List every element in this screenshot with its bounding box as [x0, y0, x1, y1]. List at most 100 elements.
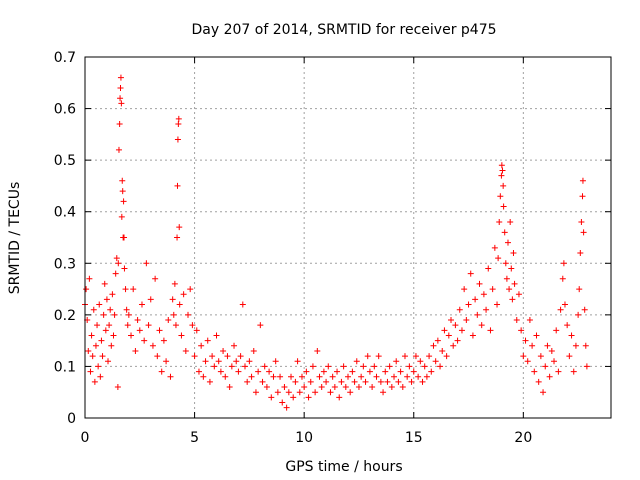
data-point [266, 368, 273, 375]
data-point [187, 286, 194, 293]
data-point [99, 353, 106, 360]
data-point [331, 384, 338, 391]
data-point [325, 363, 332, 370]
data-point [178, 332, 185, 339]
data-point [141, 337, 148, 344]
data-point [533, 332, 540, 339]
data-point [408, 378, 415, 385]
data-point [524, 358, 531, 365]
data-point [288, 373, 295, 380]
data-point [526, 317, 533, 324]
data-point [180, 291, 187, 298]
data-point [373, 373, 380, 380]
data-point [412, 353, 419, 360]
data-point [86, 275, 93, 282]
x-tick-labels: 0 5 10 15 20 [81, 430, 533, 446]
data-point [107, 306, 114, 313]
data-point [185, 311, 192, 318]
data-point [551, 358, 558, 365]
data-point [581, 306, 588, 313]
data-point [94, 322, 101, 329]
data-point [279, 399, 286, 406]
data-point [165, 317, 172, 324]
plot-frame [84, 56, 612, 419]
x-tick-label: 15 [405, 430, 423, 446]
data-point [261, 363, 268, 370]
data-point [115, 260, 122, 267]
data-point [224, 353, 231, 360]
data-point [439, 347, 446, 354]
data-point [215, 358, 222, 365]
data-point [423, 373, 430, 380]
y-tick-label: 0 [67, 411, 76, 427]
data-point [397, 368, 404, 375]
data-point [176, 224, 183, 231]
data-point [113, 255, 120, 262]
data-point [371, 363, 378, 370]
data-point [124, 322, 131, 329]
data-point [441, 327, 448, 334]
data-point [145, 322, 152, 329]
data-point [375, 353, 382, 360]
data-point [105, 358, 112, 365]
data-point [487, 327, 494, 334]
data-point [542, 363, 549, 370]
data-point [120, 198, 127, 205]
data-point [182, 347, 189, 354]
data-point [480, 291, 487, 298]
y-tick-label: 0.3 [54, 256, 76, 272]
data-point [211, 363, 218, 370]
data-point [117, 74, 124, 81]
data-point [226, 384, 233, 391]
axis-ticks [84, 56, 611, 419]
data-point [401, 353, 408, 360]
data-point [500, 182, 507, 189]
data-point [158, 368, 165, 375]
data-point [544, 342, 551, 349]
data-point [85, 347, 92, 354]
data-point [87, 368, 94, 375]
data-point [564, 322, 571, 329]
data-point [535, 378, 542, 385]
data-point [83, 286, 90, 293]
data-point [430, 342, 437, 349]
data-point [170, 311, 177, 318]
data-point [546, 373, 553, 380]
data-point [353, 358, 360, 365]
data-point [134, 317, 141, 324]
data-point [244, 378, 251, 385]
data-point [285, 389, 292, 396]
data-point [340, 363, 347, 370]
data-point [257, 322, 264, 329]
data-point [559, 275, 566, 282]
data-point [443, 353, 450, 360]
data-point [566, 353, 573, 360]
data-point [506, 286, 513, 293]
data-point [176, 301, 183, 308]
data-point [499, 167, 506, 174]
data-point [121, 265, 128, 272]
data-point [572, 342, 579, 349]
data-point [110, 332, 117, 339]
data-point [410, 368, 417, 375]
data-point [419, 378, 426, 385]
data-point [125, 311, 132, 318]
data-point [270, 373, 277, 380]
data-point [452, 322, 459, 329]
data-point [345, 373, 351, 380]
data-point [579, 193, 586, 200]
data-point [174, 136, 181, 143]
data-point [294, 358, 301, 365]
data-point [103, 296, 110, 303]
data-point [154, 353, 161, 360]
data-point [108, 342, 115, 349]
data-point [382, 368, 389, 375]
data-point [123, 306, 130, 313]
data-point [149, 342, 156, 349]
data-point [472, 296, 479, 303]
data-point [228, 363, 235, 370]
data-point [233, 358, 240, 365]
data-point [160, 337, 167, 344]
data-point [316, 373, 323, 380]
